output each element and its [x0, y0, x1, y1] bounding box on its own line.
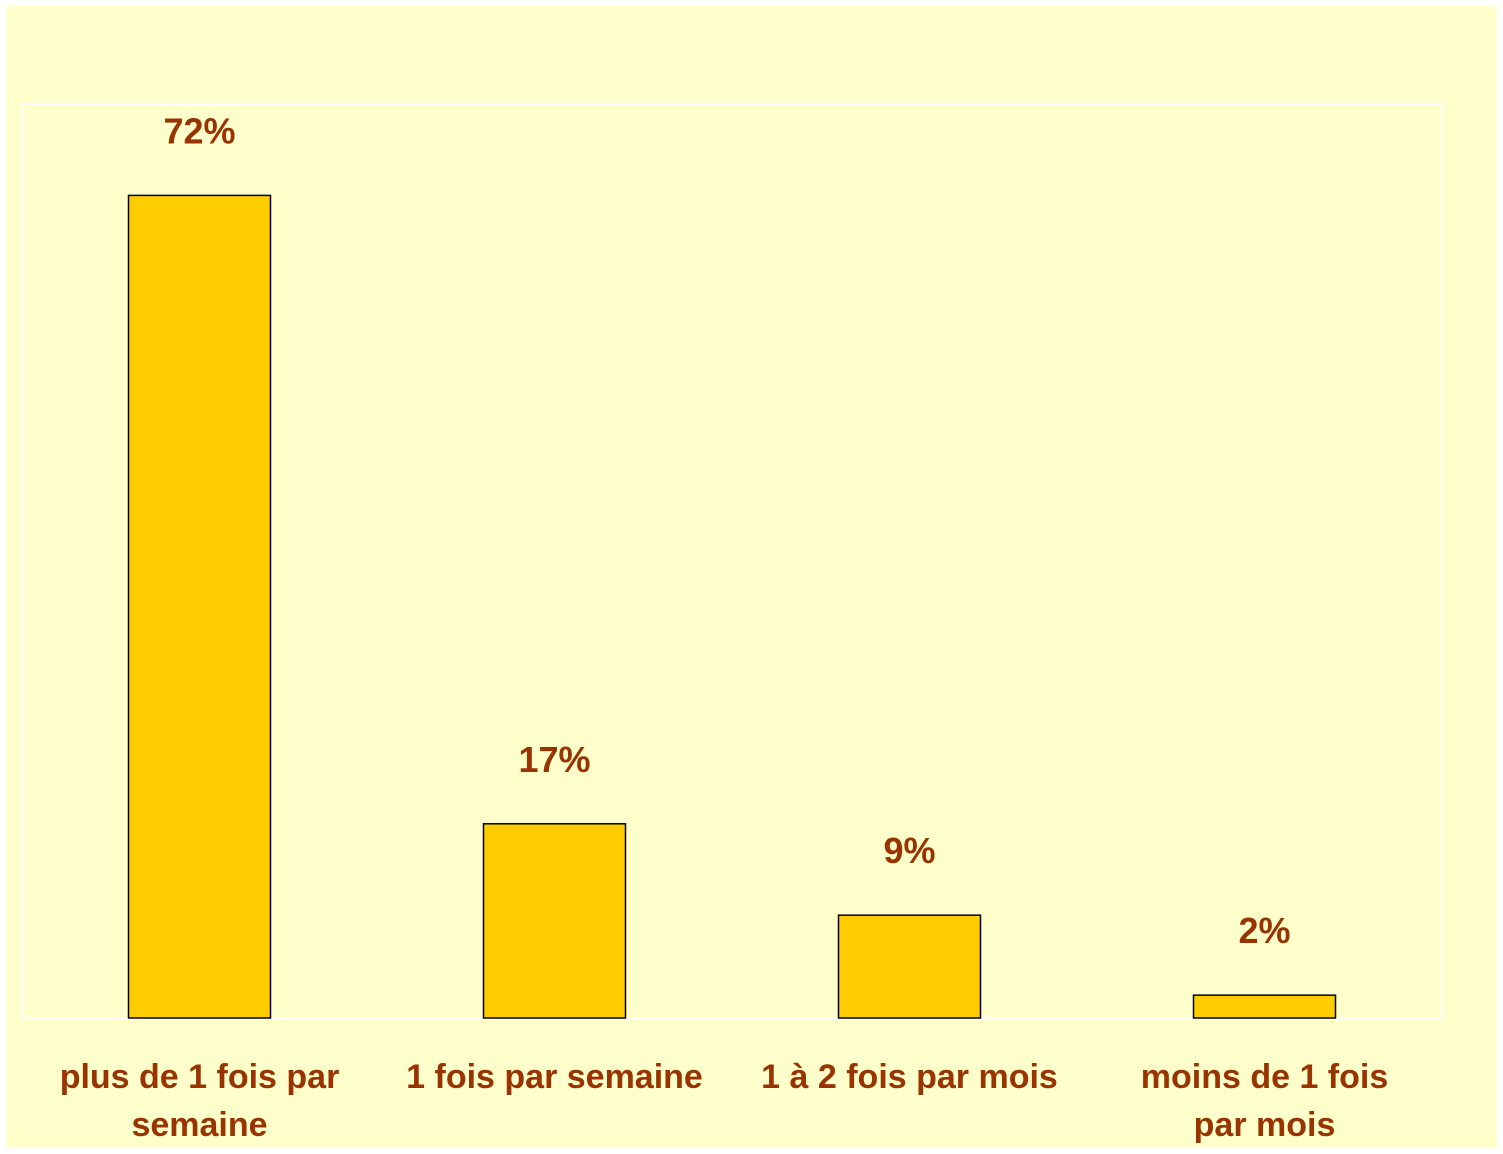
x-tick-label: moins de 1 fois par mois: [1140, 1058, 1389, 1144]
value-label: 72%: [163, 110, 235, 151]
bar: [837, 914, 982, 1019]
bar: [1192, 994, 1337, 1019]
plot-area: [21, 103, 1443, 1019]
value-label: 9%: [883, 830, 935, 871]
bar: [482, 823, 627, 1019]
x-tick-label: plus de 1 fois par semaine: [59, 1058, 340, 1144]
x-tick-label: 1 à 2 fois par mois: [761, 1058, 1058, 1096]
bar: [127, 194, 272, 1019]
x-tick-label: 1 fois par semaine: [406, 1058, 703, 1096]
value-label: 17%: [518, 739, 590, 780]
value-label: 2%: [1238, 910, 1290, 951]
